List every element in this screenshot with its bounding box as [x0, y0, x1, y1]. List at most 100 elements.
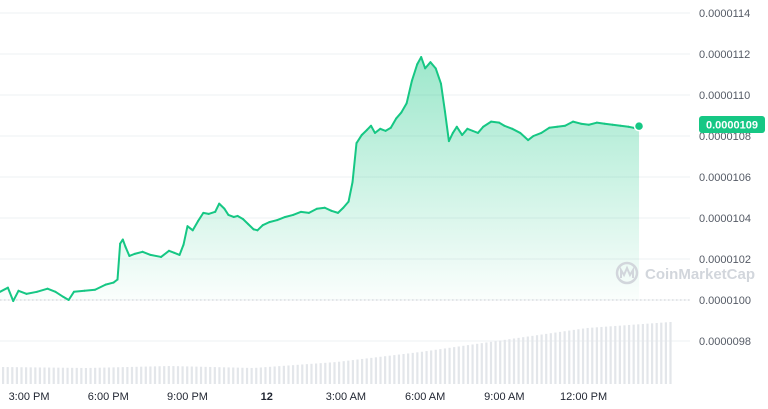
volume-bar	[586, 327, 589, 384]
volume-bar	[604, 326, 608, 384]
volume-bar	[209, 366, 212, 384]
volume-bar	[57, 367, 60, 384]
volume-bar	[669, 322, 672, 384]
volume-bar	[517, 337, 520, 384]
volume-bar	[558, 331, 562, 384]
x-tick-label: 12:00 PM	[560, 391, 607, 403]
volume-bar	[144, 366, 147, 384]
price-line-segment	[455, 125, 464, 136]
volume-bar	[199, 366, 203, 384]
price-line-segment	[247, 223, 255, 231]
volume-bar	[181, 366, 184, 384]
volume-bar	[301, 364, 304, 384]
price-line-segment	[337, 206, 345, 214]
volume-bar	[324, 362, 327, 384]
volume-bar	[407, 353, 410, 384]
price-line-segment	[207, 210, 217, 215]
price-line-segment	[182, 225, 189, 246]
volume-bar	[98, 367, 101, 384]
price-line-segment	[94, 283, 107, 291]
volume-bar	[190, 366, 193, 384]
volume-bar	[167, 366, 170, 384]
volume-bar	[259, 367, 262, 384]
price-line-segment	[439, 82, 446, 113]
volume-bar	[264, 367, 267, 384]
price-line-segment	[540, 126, 551, 134]
price-line-segment	[370, 124, 376, 134]
volume-bar	[416, 352, 419, 384]
price-line-segment	[373, 127, 382, 134]
price-line-segment	[355, 133, 363, 145]
volume-bar	[140, 366, 143, 384]
price-line-segment	[197, 211, 205, 223]
price-line-segment	[572, 120, 582, 125]
current-price-badge-bg	[699, 116, 765, 133]
price-line-segment	[360, 128, 369, 136]
price-line-segment	[443, 110, 450, 143]
volume-bar	[20, 367, 23, 384]
volume-bar	[627, 324, 631, 384]
price-line-segment	[611, 123, 622, 127]
price-line-segment	[511, 127, 522, 134]
volume-bar	[273, 366, 276, 384]
x-tick-label: 3:00 AM	[326, 391, 366, 403]
price-line-segment	[214, 202, 221, 213]
volume-bar	[310, 363, 313, 384]
volume-bar	[466, 345, 470, 384]
volume-bar	[439, 349, 442, 384]
volume-bar	[268, 366, 272, 384]
volume-bar	[11, 367, 14, 384]
coinmarketcap-logo-icon	[615, 261, 639, 285]
volume-bar	[402, 354, 405, 384]
price-line-segment	[241, 218, 250, 226]
price-line-segment	[527, 135, 535, 142]
price-line-segment	[330, 209, 339, 214]
volume-bar	[384, 356, 387, 384]
volume-bar	[641, 323, 644, 384]
volume-bar	[163, 366, 166, 384]
volume-bar	[48, 367, 51, 384]
price-line-segment	[300, 210, 310, 214]
volume-bar	[591, 327, 594, 384]
volume-bar	[38, 367, 42, 384]
price-line-segment	[54, 290, 65, 298]
volume-bar	[232, 367, 235, 384]
volume-bar	[545, 333, 548, 384]
price-line-segment	[461, 127, 469, 136]
volume-bar	[287, 365, 290, 384]
volume-bar	[29, 367, 32, 384]
volume-bar	[494, 341, 497, 384]
volume-bar	[356, 359, 359, 384]
price-line-segment	[83, 288, 97, 292]
volume-bar	[333, 362, 336, 384]
price-line-segment	[256, 224, 264, 232]
volume-bar	[655, 322, 658, 384]
watermark-label: CoinMarketCap	[645, 266, 755, 283]
price-line-segment	[476, 125, 485, 134]
price-line-segment	[141, 250, 152, 256]
volume-bar	[278, 366, 281, 384]
volume-bar	[107, 367, 111, 384]
price-line-segment	[323, 206, 333, 212]
volume-bar	[430, 350, 433, 384]
price-line-segment	[556, 124, 567, 128]
price-line-segment	[121, 238, 127, 248]
volume-bar	[388, 355, 391, 384]
price-line-segment	[420, 56, 427, 70]
price-line-segment	[482, 120, 493, 128]
price-line-segment	[384, 126, 392, 132]
price-line-segment	[191, 220, 200, 232]
volume-bar	[664, 322, 667, 384]
price-line	[0, 56, 641, 303]
price-line-segment	[276, 215, 287, 222]
price-line-segment	[160, 249, 170, 258]
volume-bar	[632, 324, 635, 384]
price-line-segment	[12, 289, 20, 303]
volume-bar	[457, 346, 460, 384]
price-line-segment	[149, 253, 163, 258]
volume-bar	[526, 336, 529, 384]
y-tick-label: 0.0000098	[699, 336, 751, 348]
price-line-segment	[35, 287, 49, 293]
volume-bar	[204, 366, 207, 384]
price-line-segment	[223, 207, 230, 216]
